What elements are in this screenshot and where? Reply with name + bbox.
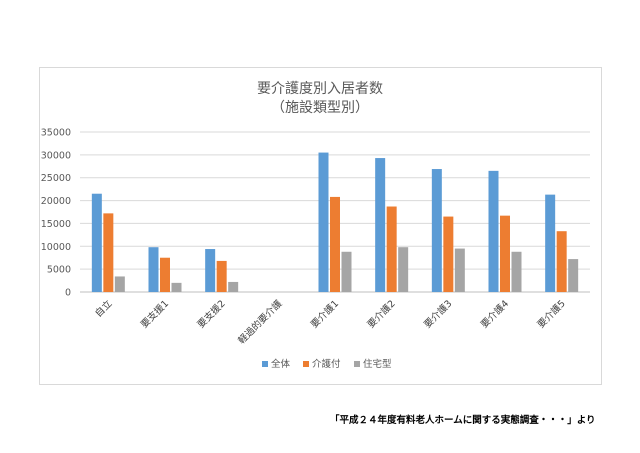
legend-label: 住宅型: [363, 358, 392, 370]
bar-介護付-要支援2: [216, 260, 227, 292]
y-tick-label: 35000: [41, 128, 71, 139]
bar-住宅型-自立: [114, 276, 125, 292]
y-tick-label: 20000: [41, 196, 71, 207]
x-tick-label: 自立: [93, 298, 115, 320]
legend-swatch: [354, 361, 360, 367]
bar-介護付-要介護1: [330, 196, 340, 292]
y-tick-label: 30000: [41, 150, 71, 161]
chart-title: 要介護度別入居者数: [257, 81, 383, 97]
bar-全体-要支援1: [148, 247, 159, 292]
bar-全体-要介護2: [375, 158, 386, 292]
legend-swatch: [262, 361, 268, 367]
x-tick-label: 要介護5: [535, 298, 568, 331]
bar-住宅型-要支援2: [228, 281, 239, 292]
y-tick-label: 25000: [41, 173, 71, 184]
y-tick-label: 0: [65, 288, 71, 299]
y-tick-label: 10000: [41, 242, 71, 253]
bar-全体-自立: [91, 193, 102, 292]
x-tick-label: 要介護3: [422, 298, 455, 331]
chart-subtitle: （施設類型別）: [271, 100, 369, 116]
x-tick-label: 要介護2: [365, 298, 398, 331]
bar-介護付-要介護3: [443, 216, 454, 292]
bar-介護付-要支援1: [160, 257, 170, 292]
bar-住宅型-要介護3: [454, 248, 465, 292]
legend-label: 介護付: [312, 358, 341, 370]
bar-全体-要介護4: [488, 170, 499, 292]
x-tick-label: 要支援1: [138, 298, 171, 331]
bar-全体-要介護5: [545, 194, 556, 292]
bar-住宅型-要介護5: [568, 259, 579, 292]
x-tick-label: 軽過的要介護: [236, 297, 285, 346]
bar-全体-要支援2: [205, 249, 216, 292]
bar-住宅型-要介護2: [398, 247, 409, 292]
bar-住宅型-要介護4: [511, 251, 522, 292]
bar-介護付-要介護2: [386, 206, 397, 292]
bar-住宅型-要介護1: [341, 251, 352, 292]
y-tick-label: 15000: [41, 219, 71, 230]
y-tick-label: 5000: [47, 265, 71, 276]
bar-介護付-自立: [103, 213, 114, 292]
bar-全体-要介護1: [318, 152, 329, 292]
source-note: 「平成２４年度有料老人ホームに関する実態調査・・・」より: [330, 415, 596, 426]
bar-全体-要介護3: [431, 169, 442, 292]
bar-介護付-要介護5: [556, 231, 567, 292]
x-tick-label: 要介護4: [478, 298, 511, 331]
legend-label: 全体: [271, 358, 291, 370]
legend-swatch: [303, 361, 309, 367]
x-tick-label: 要支援2: [195, 298, 228, 331]
bar-介護付-要介護4: [500, 215, 510, 292]
x-tick-label: 要介護1: [308, 298, 341, 331]
bar-住宅型-要支援1: [171, 282, 182, 292]
